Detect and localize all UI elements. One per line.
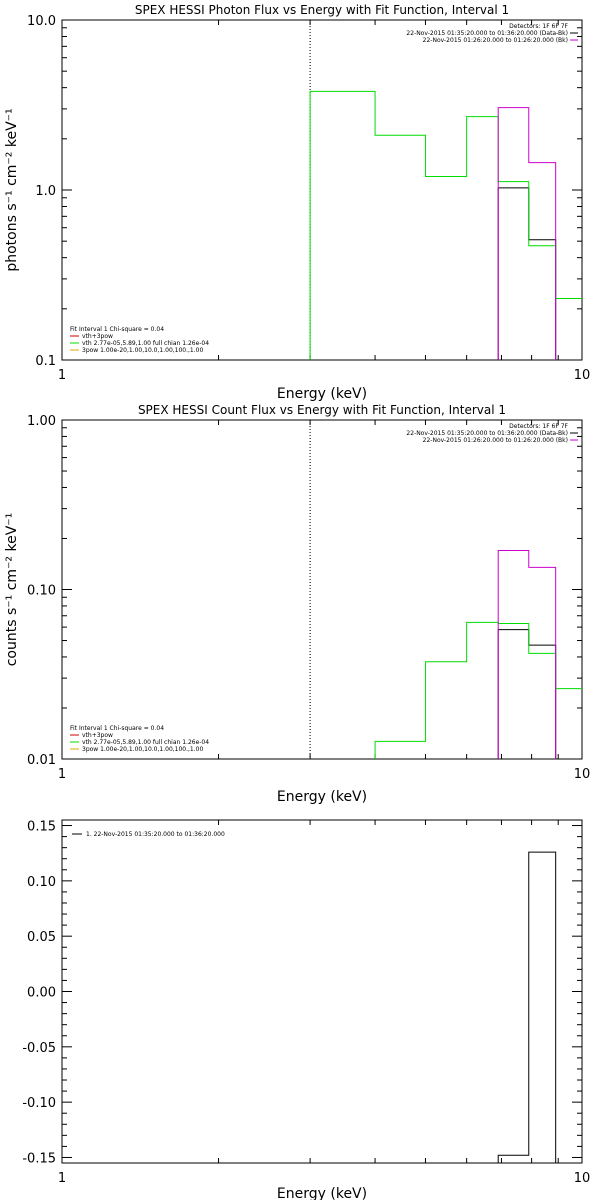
- fit-legend-entry: 3pow 1.00e-20,1.00,10.0,1.00,100.,1.00: [82, 347, 203, 354]
- y-tick-label: 1.00: [27, 414, 56, 429]
- x-tick-label: 1: [58, 767, 66, 782]
- y-tick-label: 1.0: [35, 184, 56, 199]
- x-tick-label: 1: [58, 1171, 66, 1186]
- series-1-line: [497, 187, 557, 360]
- fit-legend-entry: vth+3pow: [82, 333, 113, 340]
- legend-entry: 22-Nov-2015 01:35:20.000 to 01:36:20.000…: [406, 30, 568, 37]
- x-tick-label: 10: [574, 368, 591, 383]
- fit-legend-entry: vth 2.77e-05,5.89,1.00 full chian 1.26e-…: [82, 739, 209, 746]
- y-tick-label: 0.01: [27, 753, 56, 768]
- y-axis-label: photons s⁻¹ cm⁻² keV⁻¹: [4, 108, 20, 271]
- y-tick-label: -0.05: [22, 1041, 56, 1056]
- chart-2: SPEX HESSI Count Flux vs Energy with Fit…: [4, 403, 590, 805]
- chart-1: SPEX HESSI Photon Flux vs Energy with Fi…: [4, 3, 590, 402]
- x-axis-label: Energy (keV): [277, 1186, 367, 1200]
- x-tick-label: 1: [58, 368, 66, 383]
- y-tick-label: 0.10: [27, 875, 56, 890]
- legend-entry: 22-Nov-2015 01:35:20.000 to 01:36:20.000…: [406, 430, 568, 437]
- chart-3: Energy (keV) 1 10 0.15 0.10 0.05 0.00 -0.05 -0.1…: [22, 819, 591, 1200]
- y-tick-label: 10.0: [27, 14, 56, 29]
- series-2-line: [374, 621, 582, 759]
- y-tick-label: 0.15: [27, 820, 56, 835]
- legend-entry: Detectors: 1F 6F 7F: [509, 423, 568, 430]
- plot-frame: [61, 419, 583, 760]
- fit-legend-entry: Fit Interval 1 Chi-square = 0.04: [70, 326, 164, 333]
- y-tick-label: 0.10: [27, 584, 56, 599]
- legend-entry: Detectors: 1F 6F 7F: [509, 23, 568, 30]
- legend-entry: 22-Nov-2015 01:26:20.000 to 01:26:20.000…: [423, 437, 568, 444]
- series-3-line: [497, 549, 557, 759]
- y-axis-label: counts s⁻¹ cm⁻² keV⁻¹: [4, 513, 20, 667]
- series-2-line: [309, 90, 582, 360]
- fit-legend-entry: vth 2.77e-05,5.89,1.00 full chian 1.26e-…: [82, 340, 209, 347]
- fit-legend-entry: vth+3pow: [82, 732, 113, 739]
- y-tick-label: 0.05: [27, 930, 56, 945]
- y-tick-label: -0.10: [22, 1096, 56, 1111]
- fit-legend-entry: Fit Interval 1 Chi-square = 0.04: [70, 725, 164, 732]
- y-tick-label: 0.00: [27, 986, 56, 1001]
- y-tick-label: 0.1: [35, 354, 56, 369]
- legend-entry: 22-Nov-2015 01:26:20.000 to 01:26:20.000…: [423, 37, 568, 44]
- series-3-line: [497, 107, 557, 360]
- fit-legend-entry: 3pow 1.00e-20,1.00,10.0,1.00,100.,1.00: [82, 746, 203, 753]
- chart-title: SPEX HESSI Photon Flux vs Energy with Fi…: [135, 3, 509, 17]
- legend-entry: 1. 22-Nov-2015 01:35:20.000 to 01:36:20.…: [86, 831, 225, 838]
- chart-title: SPEX HESSI Count Flux vs Energy with Fit…: [138, 403, 506, 417]
- plot-frame: [61, 19, 583, 361]
- x-axis-label: Energy (keV): [277, 386, 367, 402]
- plot-frame: [61, 819, 583, 1164]
- series-1-line: [497, 851, 557, 1163]
- x-axis-label: Energy (keV): [277, 789, 367, 805]
- series-1-line: [497, 629, 557, 759]
- x-tick-label: 10: [574, 767, 591, 782]
- x-tick-label: 10: [574, 1171, 591, 1186]
- y-tick-label: -0.15: [22, 1151, 56, 1166]
